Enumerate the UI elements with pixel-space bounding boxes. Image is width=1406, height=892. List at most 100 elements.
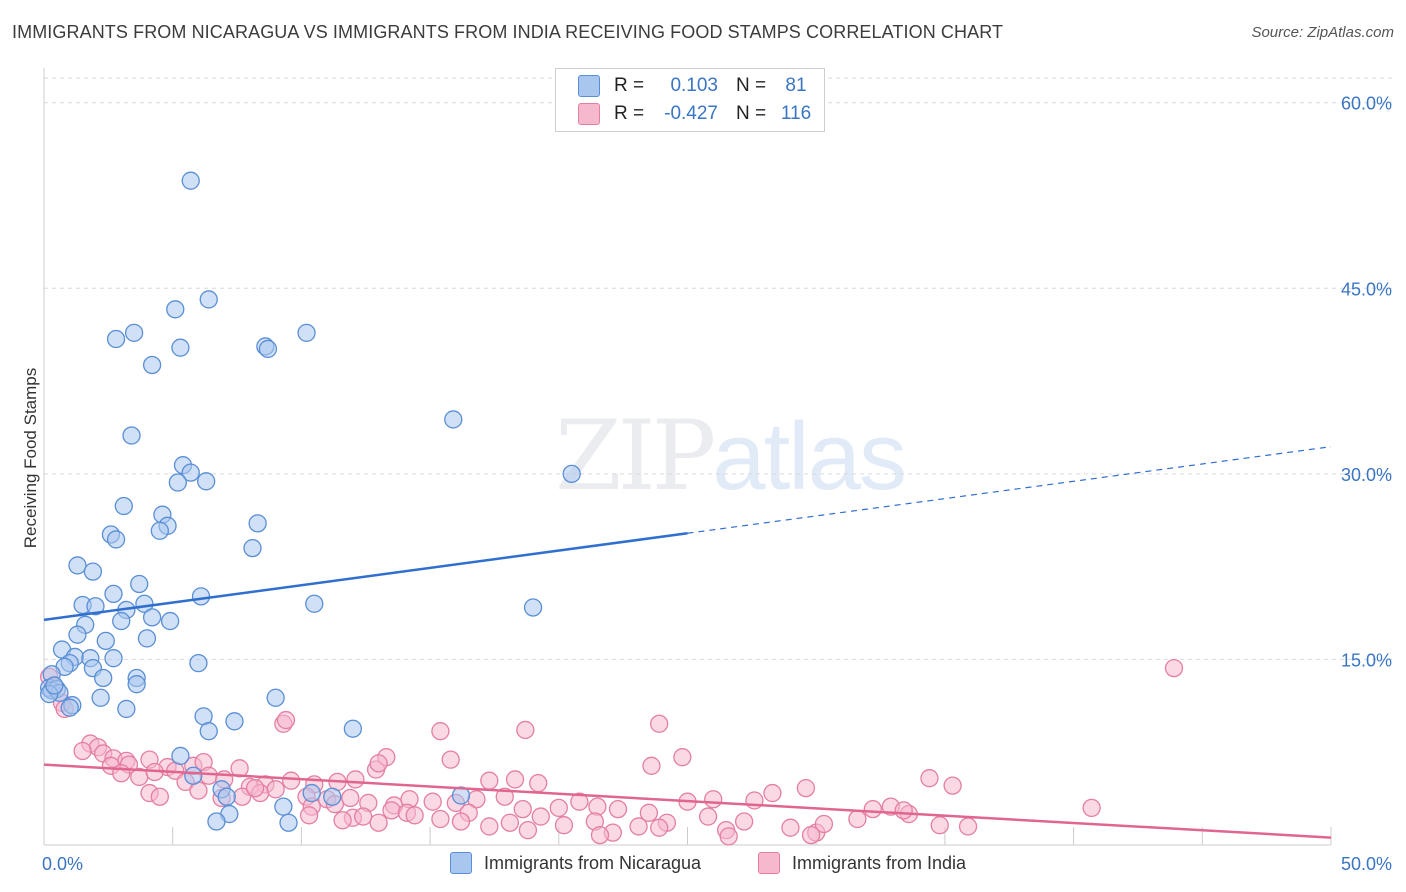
- stats-legend: R = 0.103 N = 81 R = -0.427 N = 116: [555, 68, 825, 132]
- nicaragua-point: [302, 783, 321, 803]
- india-point: [704, 790, 723, 809]
- nicaragua-point: [104, 649, 123, 668]
- india-point: [73, 741, 92, 761]
- legend-n-label: N =: [736, 75, 767, 96]
- india-point: [441, 750, 460, 769]
- india-point: [495, 787, 514, 806]
- nicaragua-point: [91, 688, 110, 707]
- bottom-legend-india: Immigrants from India: [758, 852, 966, 874]
- legend-row-india: R = -0.427 N = 116: [578, 101, 820, 127]
- y-tick-label: 60.0%: [1341, 94, 1392, 114]
- nicaragua-point: [94, 668, 113, 688]
- nicaragua-point: [297, 323, 316, 342]
- nicaragua-point: [68, 556, 87, 575]
- india-point: [920, 769, 939, 788]
- india-point: [781, 818, 800, 837]
- india-point: [848, 809, 867, 829]
- india-trend-line: [43, 763, 1332, 839]
- nicaragua-point: [166, 300, 185, 319]
- y-axis-title: Receiving Food Stamps: [21, 368, 40, 548]
- nicaragua-point: [117, 699, 136, 719]
- india-point: [245, 778, 265, 798]
- nicaragua-point: [191, 587, 211, 606]
- nicaragua-trend-extension: [687, 446, 1332, 534]
- nicaragua-point: [104, 584, 123, 604]
- grid-layer: [44, 77, 1392, 660]
- nicaragua-point: [106, 329, 126, 349]
- india-point: [943, 776, 962, 795]
- india-point: [629, 817, 648, 836]
- nicaragua-point: [130, 574, 149, 594]
- nicaragua-point: [207, 812, 226, 831]
- watermark-atlas: atlas: [712, 403, 907, 510]
- india-point: [639, 803, 659, 822]
- india-point: [423, 792, 442, 811]
- india-point: [266, 780, 285, 799]
- nicaragua-point: [171, 338, 190, 357]
- india-point: [590, 825, 610, 845]
- y-tick-label: 45.0%: [1341, 279, 1392, 299]
- india-point: [642, 756, 661, 775]
- india-legend-label: Immigrants from India: [792, 852, 967, 873]
- india-point: [698, 807, 718, 826]
- nicaragua-point: [68, 625, 87, 644]
- axis-layer: 15.0% 30.0% 45.0% 60.0% 0.0% 50.0%: [42, 68, 1392, 874]
- india-point: [1082, 798, 1101, 818]
- nicaragua-point: [274, 797, 293, 816]
- india-point: [650, 714, 669, 733]
- nicaragua-point: [142, 355, 162, 375]
- nicaragua-point: [323, 787, 342, 806]
- nicaragua-point: [248, 514, 267, 533]
- india-point: [150, 787, 169, 806]
- nicaragua-point: [562, 464, 581, 484]
- legend-r-value: -0.427: [664, 103, 718, 124]
- india-point: [763, 783, 782, 803]
- nicaragua-swatch: [578, 75, 600, 97]
- nicaragua-trend-line: [43, 532, 688, 622]
- india-point: [382, 801, 401, 820]
- nicaragua-point: [83, 562, 103, 581]
- nicaragua-point: [181, 463, 200, 482]
- chart-title: IMMIGRANTS FROM NICARAGUA VS IMMIGRANTS …: [12, 22, 1004, 42]
- nicaragua-point: [142, 608, 162, 627]
- india-point: [529, 773, 548, 793]
- india-point: [796, 778, 816, 798]
- nicaragua-point: [96, 631, 115, 651]
- y-tick-label: 30.0%: [1341, 465, 1392, 485]
- nicaragua-point: [217, 787, 236, 806]
- india-point: [333, 811, 352, 830]
- india-point: [894, 801, 913, 820]
- india-point: [281, 771, 301, 790]
- india-point: [505, 770, 525, 789]
- india-point: [673, 748, 692, 767]
- nicaragua-point: [243, 538, 262, 558]
- nicaragua-point: [279, 813, 298, 832]
- nicaragua-point: [137, 629, 157, 648]
- legend-r-value: 0.103: [670, 75, 718, 96]
- india-point: [112, 764, 131, 783]
- nicaragua-point: [343, 719, 363, 738]
- nicaragua-point: [60, 698, 79, 717]
- india-point: [516, 720, 535, 740]
- nicaragua-point: [150, 521, 169, 540]
- bottom-legend-nicaragua: Immigrants from Nicaragua: [450, 852, 701, 874]
- nicaragua-point: [225, 712, 244, 731]
- nicaragua-point: [112, 611, 131, 631]
- india-point: [276, 710, 296, 730]
- nicaragua-point: [106, 530, 126, 549]
- india-point: [958, 817, 978, 836]
- india-point: [650, 818, 669, 837]
- india-point: [405, 806, 424, 825]
- india-point: [554, 816, 574, 835]
- india-point: [431, 809, 450, 829]
- nicaragua-point: [160, 611, 180, 631]
- legend-n-label: N =: [736, 103, 767, 124]
- india-point: [500, 813, 520, 832]
- india-point: [369, 754, 388, 773]
- india-point: [570, 792, 589, 811]
- nicaragua-point: [444, 410, 463, 429]
- source-label: Source: ZipAtlas.com: [1251, 24, 1394, 41]
- nicaragua-point: [189, 653, 208, 673]
- india-point: [1164, 658, 1184, 678]
